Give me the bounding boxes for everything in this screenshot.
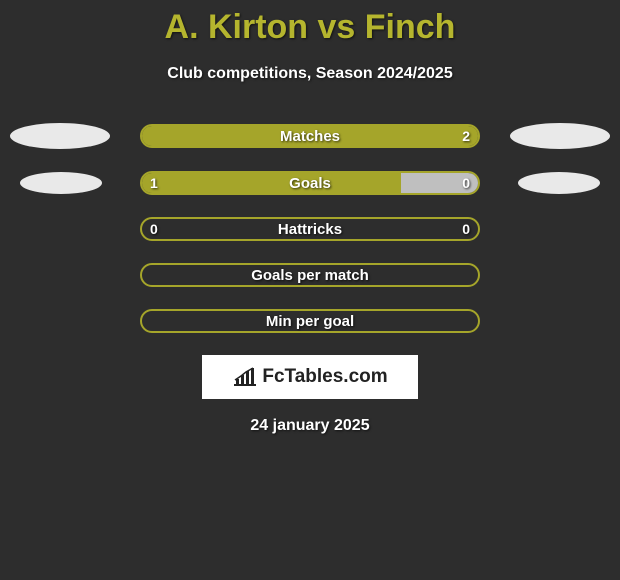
stat-bar-matches: Matches 2 <box>140 124 480 148</box>
stat-right-value: 2 <box>462 128 470 144</box>
right-marker-ellipse <box>518 172 600 194</box>
bar-fill-left <box>142 173 401 193</box>
stat-row: 0 Hattricks 0 <box>0 217 620 241</box>
stat-left-value: 1 <box>150 175 158 191</box>
spacer <box>480 229 610 230</box>
stat-label: Goals per match <box>251 267 369 284</box>
spacer <box>10 275 140 276</box>
subtitle: Club competitions, Season 2024/2025 <box>167 65 452 83</box>
comparison-infographic: A. Kirton vs Finch Club competitions, Se… <box>0 0 620 435</box>
stat-label: Min per goal <box>266 313 354 330</box>
stat-right-value: 0 <box>462 221 470 237</box>
stat-bar-hattricks: 0 Hattricks 0 <box>140 217 480 241</box>
spacer <box>10 321 140 322</box>
stat-rows: Matches 2 1 Goals 0 0 Hattri <box>0 123 620 333</box>
stat-bar-goals: 1 Goals 0 <box>140 171 480 195</box>
logo-badge: FcTables.com <box>202 355 418 399</box>
page-title: A. Kirton vs Finch <box>165 8 456 47</box>
stat-row: Goals per match <box>0 263 620 287</box>
stat-row: Min per goal <box>0 309 620 333</box>
left-marker-ellipse <box>20 172 102 194</box>
spacer <box>10 229 140 230</box>
stat-label: Goals <box>289 175 331 192</box>
logo-text: FcTables.com <box>262 366 387 388</box>
stat-row: Matches 2 <box>0 123 620 149</box>
bar-chart-icon <box>232 367 258 387</box>
date-text: 24 january 2025 <box>250 417 369 435</box>
left-marker-ellipse <box>10 123 110 149</box>
spacer <box>480 275 610 276</box>
stat-right-value: 0 <box>462 175 470 191</box>
spacer <box>480 321 610 322</box>
stat-bar-goals-per-match: Goals per match <box>140 263 480 287</box>
stat-label: Hattricks <box>278 221 342 238</box>
stat-label: Matches <box>280 128 340 145</box>
right-marker-ellipse <box>510 123 610 149</box>
stat-left-value: 0 <box>150 221 158 237</box>
stat-row: 1 Goals 0 <box>0 171 620 195</box>
stat-bar-min-per-goal: Min per goal <box>140 309 480 333</box>
